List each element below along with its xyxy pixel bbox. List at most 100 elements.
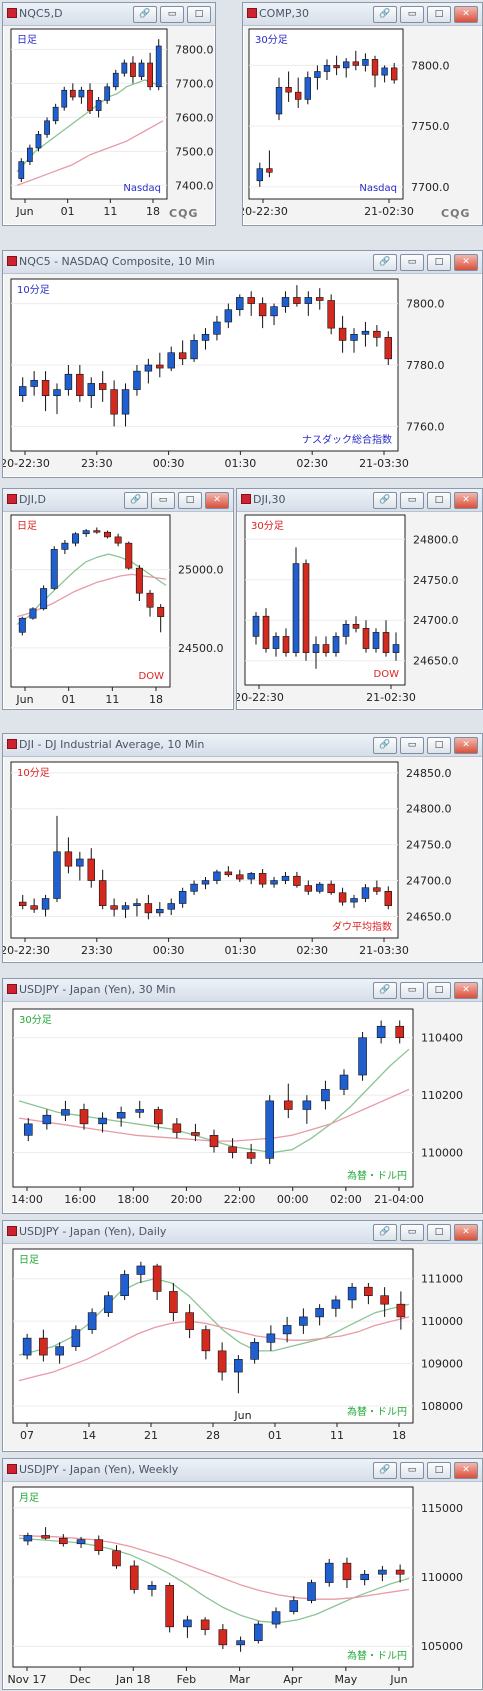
minimize-button[interactable]: ▭ <box>400 6 424 23</box>
candle-body <box>30 905 38 910</box>
candle-body <box>381 67 388 76</box>
chart-window-dji-10min[interactable]: DJI - DJ Industrial Average, 10 Min 🔗 ▭ □ ✕… <box>2 733 483 963</box>
x-tick-label: 14:00 <box>11 1193 43 1206</box>
minimize-button[interactable]: ▭ <box>400 254 424 271</box>
candle-body <box>364 1286 373 1296</box>
title-bar[interactable]: USDJPY - Japan (Yen), Weekly 🔗 ▭ □ ✕ <box>3 1459 482 1482</box>
minimize-button[interactable]: ▭ <box>400 982 424 999</box>
x-tick-label: 02:30 <box>296 944 328 957</box>
candle-body <box>266 168 273 173</box>
maximize-button[interactable]: □ <box>427 737 451 754</box>
candle-body <box>338 892 347 903</box>
y-tick-label: 109000 <box>421 1358 463 1371</box>
link-button[interactable]: 🔗 <box>373 737 397 754</box>
close-button[interactable]: ✕ <box>454 737 478 754</box>
chart-window-dji-30min[interactable]: DJI,30 🔗 ▭ □ ✕ 24800.0 24750.0 24700.0 24650.0… <box>236 488 483 710</box>
title-bar[interactable]: NQC5,D 🔗 ▭ □ <box>3 3 215 26</box>
minimize-button[interactable]: ▭ <box>151 492 175 509</box>
maximize-button[interactable]: □ <box>427 492 451 509</box>
close-button[interactable]: ✕ <box>454 492 478 509</box>
title-bar[interactable]: USDJPY - Japan (Yen), 30 Min 🔗 ▭ □ ✕ <box>3 979 482 1002</box>
x-tick-label: 21-04:00 <box>374 1193 424 1206</box>
candle-body <box>224 309 233 323</box>
title-bar[interactable]: DJI - DJ Industrial Average, 10 Min 🔗 ▭ □ ✕ <box>3 734 482 757</box>
price-chart[interactable]: 24800.0 24750.0 24700.0 24650.0 20-22:30 21-0… <box>237 489 482 709</box>
link-button[interactable]: 🔗 <box>373 1462 397 1479</box>
candle-body <box>112 72 119 88</box>
instrument-watermark: ダウ平均指数 <box>332 920 392 933</box>
maximize-button[interactable]: □ <box>427 6 451 23</box>
candle-body <box>18 161 25 179</box>
link-button[interactable]: 🔗 <box>373 1224 397 1241</box>
close-button[interactable]: ✕ <box>454 1224 478 1241</box>
candle-body <box>314 71 321 78</box>
maximize-button[interactable]: □ <box>427 1462 451 1479</box>
price-chart[interactable]: 24850.0 24800.0 24750.0 24700.0 24650.0 20-22… <box>3 734 482 962</box>
title-bar[interactable]: NQC5 - NASDAQ Composite, 10 Min 🔗 ▭ □ ✕ <box>3 251 482 274</box>
close-button[interactable]: ✕ <box>454 254 478 271</box>
candle-body <box>307 1582 316 1601</box>
maximize-button[interactable]: □ <box>427 1224 451 1241</box>
candle-body <box>114 536 122 544</box>
minimize-button[interactable]: ▭ <box>400 1224 424 1241</box>
price-chart[interactable]: 115000 110000 105000 Nov 17 Dec Jan 18 Feb Mar A… <box>3 1459 482 1689</box>
chart-window-comp-30min[interactable]: COMP,30 🔗 ▭ □ ✕ 7800.0 7750.0 7700.0 20-22:30 2… <box>242 2 483 226</box>
link-button[interactable]: 🔗 <box>373 254 397 271</box>
maximize-button[interactable]: □ <box>187 6 211 23</box>
title-bar[interactable]: COMP,30 🔗 ▭ □ ✕ <box>243 3 482 26</box>
maximize-button[interactable]: □ <box>427 254 451 271</box>
candle-body <box>272 636 280 649</box>
x-tick-label: 01 <box>61 205 75 218</box>
title-bar[interactable]: USDJPY - Japan (Yen), Daily 🔗 ▭ □ ✕ <box>3 1221 482 1244</box>
y-tick-label: 7600.0 <box>175 111 214 124</box>
link-button[interactable]: 🔗 <box>373 6 397 23</box>
y-tick-label: 7800.0 <box>175 43 214 56</box>
price-chart[interactable]: 25000.0 24500.0 Jun 01 11 18 日足 DOW <box>3 489 233 709</box>
price-chart[interactable]: 7800.0 7780.0 7760.0 20-22:30 23:30 00:30 01:3… <box>3 251 482 477</box>
link-button[interactable]: 🔗 <box>133 6 157 23</box>
minimize-button[interactable]: ▭ <box>160 6 184 23</box>
close-button[interactable]: ✕ <box>454 1462 478 1479</box>
candle-body <box>352 623 360 629</box>
minimize-button[interactable]: ▭ <box>400 492 424 509</box>
close-button[interactable]: ✕ <box>454 982 478 999</box>
price-chart[interactable]: 110400 110200 110000 14:00 16:00 18:00 20:00 22… <box>3 979 482 1213</box>
candle-body <box>135 1109 145 1113</box>
chart-window-nasdaq-10min[interactable]: NQC5 - NASDAQ Composite, 10 Min 🔗 ▭ □ ✕ 780… <box>2 250 483 478</box>
chart-window-usdjpy-daily[interactable]: USDJPY - Japan (Yen), Daily 🔗 ▭ □ ✕ 111000 1… <box>2 1220 483 1452</box>
x-tick-label: 18 <box>149 693 163 706</box>
x-tick-label: 11 <box>105 693 119 706</box>
candle-body <box>258 873 267 885</box>
close-button[interactable]: ✕ <box>205 492 229 509</box>
title-bar[interactable]: DJI,D 🔗 ▭ □ ✕ <box>3 489 233 512</box>
price-chart[interactable]: 111000 110000 109000 108000 07 14 21 28 01 11 18 Ju… <box>3 1221 482 1451</box>
window-title: DJI,D <box>19 493 46 506</box>
instrument-watermark: 為替・ドル円 <box>347 1649 407 1662</box>
close-button[interactable]: ✕ <box>454 6 478 23</box>
candle-body <box>59 1537 68 1545</box>
candle-body <box>121 905 130 910</box>
link-button[interactable]: 🔗 <box>373 982 397 999</box>
candle-body <box>392 644 400 653</box>
chart-window-dji-daily[interactable]: DJI,D 🔗 ▭ □ ✕ 25000.0 24500.0 Jun 01 11 18 日足 DOW <box>2 488 234 710</box>
y-tick-label: 108000 <box>421 1400 463 1413</box>
title-bar[interactable]: DJI,30 🔗 ▭ □ ✕ <box>237 489 482 512</box>
minimize-button[interactable]: ▭ <box>400 1462 424 1479</box>
candle-body <box>236 874 244 880</box>
moving-average-line <box>18 1278 410 1356</box>
chart-window-nqc5-daily[interactable]: NQC5,D 🔗 ▭ □ 7800.0 7700.0 7600.0 7500.0 7400.… <box>2 2 216 226</box>
price-chart[interactable]: 7800.0 7700.0 7600.0 7500.0 7400.0 Jun 01 11 18 日… <box>3 3 215 225</box>
minimize-button[interactable]: ▭ <box>400 737 424 754</box>
candle-body <box>382 632 390 653</box>
candle-body <box>352 61 359 66</box>
maximize-button[interactable]: □ <box>427 982 451 999</box>
link-button[interactable]: 🔗 <box>373 492 397 509</box>
candle-body <box>155 45 162 88</box>
chart-window-usdjpy-30min[interactable]: USDJPY - Japan (Yen), 30 Min 🔗 ▭ □ ✕ 110400… <box>2 978 483 1214</box>
app-icon <box>7 256 17 266</box>
y-tick-label: 24850.0 <box>406 767 452 780</box>
link-button[interactable]: 🔗 <box>124 492 148 509</box>
chart-window-usdjpy-weekly[interactable]: USDJPY - Japan (Yen), Weekly 🔗 ▭ □ ✕ 115000… <box>2 1458 483 1690</box>
price-chart[interactable]: 7800.0 7750.0 7700.0 20-22:30 21-02:30 30分足 Na… <box>243 3 482 225</box>
maximize-button[interactable]: □ <box>178 492 202 509</box>
